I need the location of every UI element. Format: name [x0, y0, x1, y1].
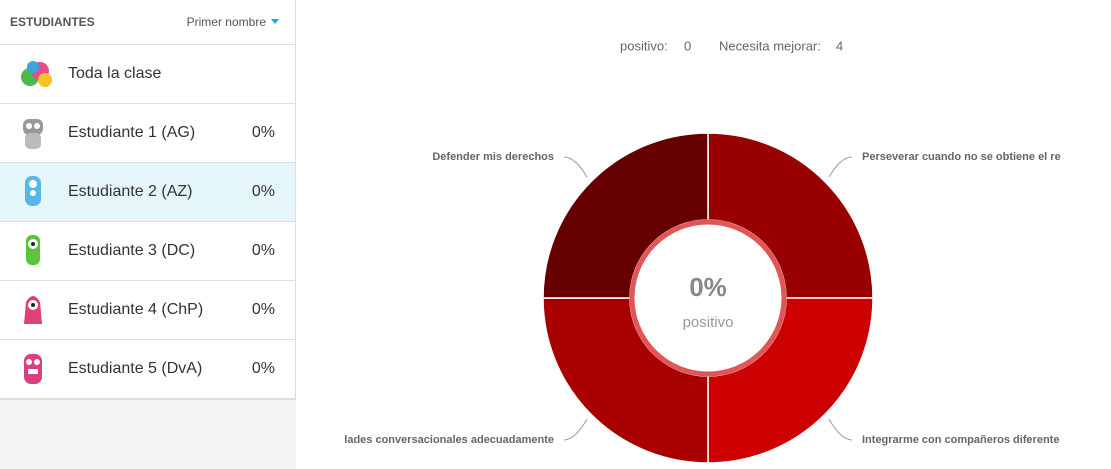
- avatar: [24, 354, 42, 384]
- student-list: ESTUDIANTES Primer nombre Toda la clase …: [0, 0, 296, 400]
- student-name: Estudiante 5 (DvA): [68, 360, 203, 377]
- student-score: 0%: [251, 124, 275, 141]
- student-row[interactable]: Estudiante 5 (DvA) 0%: [0, 340, 295, 399]
- student-score: 0%: [251, 301, 275, 318]
- summary-needs-label: Necesita mejorar:: [719, 38, 821, 53]
- sidebar: ESTUDIANTES Primer nombre Toda la clase …: [0, 0, 296, 469]
- avatar: [23, 119, 43, 149]
- slice-label: lades conversacionales adecuadamente: [344, 434, 554, 446]
- student-score: 0%: [251, 360, 275, 377]
- student-score: 0%: [251, 242, 275, 259]
- avatar: [26, 235, 40, 265]
- student-name: Estudiante 1 (AG): [68, 124, 196, 141]
- label-connector: [563, 418, 588, 441]
- avatar: [24, 296, 42, 324]
- student-score: 0%: [251, 183, 275, 200]
- student-name: Toda la clase: [68, 65, 162, 82]
- summary-positive-value: 0: [684, 38, 691, 53]
- summary-needs-value: 4: [836, 38, 843, 53]
- header-title: ESTUDIANTES: [10, 15, 95, 29]
- student-row[interactable]: Estudiante 1 (AG) 0%: [0, 104, 295, 163]
- avatar: [21, 61, 52, 87]
- student-row[interactable]: Estudiante 3 (DC) 0%: [0, 222, 295, 281]
- student-name: Estudiante 2 (AZ): [68, 183, 193, 200]
- label-connector: [828, 156, 853, 178]
- student-name: Estudiante 4 (ChP): [68, 301, 204, 318]
- sort-dropdown[interactable]: Primer nombre: [187, 15, 279, 29]
- student-row[interactable]: Toda la clase: [0, 45, 295, 104]
- student-name: Estudiante 3 (DC): [68, 242, 196, 259]
- student-row-selected[interactable]: Estudiante 2 (AZ) 0%: [0, 163, 295, 222]
- label-connector: [563, 156, 588, 178]
- slice-label: Integrarme con compañeros diferente: [862, 434, 1059, 446]
- student-row[interactable]: Estudiante 4 (ChP) 0%: [0, 281, 295, 340]
- summary-positive-label: positivo:: [620, 38, 668, 53]
- label-connector: [828, 418, 853, 441]
- center-disc: [629, 219, 787, 377]
- list-header: ESTUDIANTES Primer nombre: [0, 0, 295, 45]
- center-value: 0%: [689, 272, 727, 302]
- avatar: [25, 176, 41, 206]
- slice-label: Defender mis derechos: [432, 151, 554, 163]
- slice-label: Perseverar cuando no se obtiene el re: [862, 151, 1061, 163]
- center-label: positivo: [683, 314, 734, 331]
